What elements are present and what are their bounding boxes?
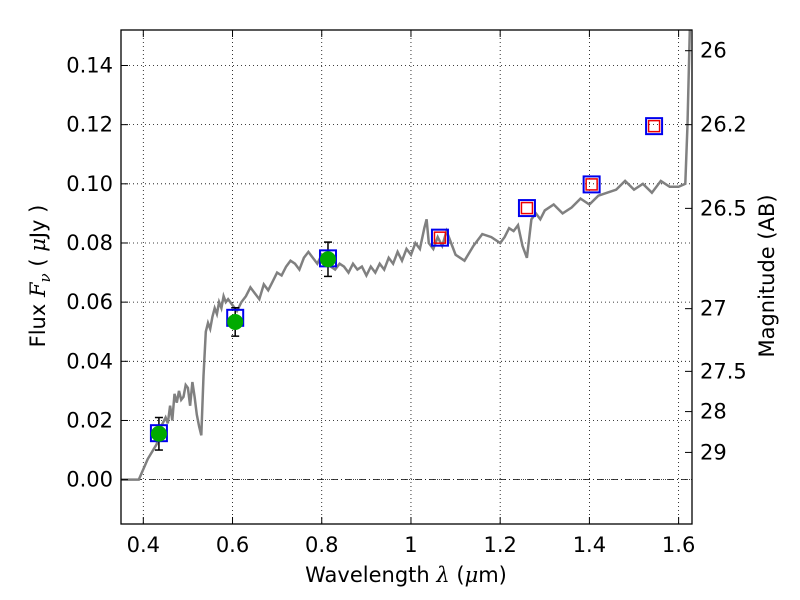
observed-point-marker	[150, 425, 167, 442]
observed-point-marker	[227, 313, 244, 330]
x-tick-label: 0.6	[216, 533, 249, 557]
grid-lines	[121, 30, 692, 524]
y-tick-label: 0.02	[66, 408, 113, 432]
y-tick-label: 0.10	[66, 172, 113, 196]
axis-ticks: 0.4 0.6 0.8 1 1.2 1.4 1.6 0.00 0.02 0.04 0.06 0.08 0…	[66, 30, 747, 557]
model-square-marker	[645, 117, 664, 136]
model-square-marker	[517, 199, 536, 218]
x-tick-label: 1.2	[483, 533, 516, 557]
plot-frame	[120, 29, 693, 525]
y2-tick-label: 26.2	[700, 113, 747, 137]
y-tick-label: 0.06	[66, 290, 113, 314]
y-tick-label: 0.14	[66, 53, 113, 77]
upper-square-marker	[520, 201, 534, 215]
model-square-marker	[430, 228, 449, 247]
y2-tick-label: 27	[700, 297, 727, 321]
x-axis-label: Wavelength λ (μm)	[305, 563, 507, 587]
x-tick-label: 0.8	[305, 533, 338, 557]
y2-tick-label: 29	[700, 440, 727, 464]
y2-tick-label: 26.5	[700, 196, 747, 220]
y2-axis-label: Magnitude (AB)	[755, 194, 779, 357]
y-tick-label: 0.04	[66, 349, 113, 373]
x-tick-label: 0.4	[127, 533, 160, 557]
y-axis-label: Flux Fν ( μJy )	[26, 205, 54, 348]
y-tick-label: 0.00	[66, 468, 113, 492]
upper-square-marker	[585, 178, 598, 191]
x-tick-label: 1.4	[573, 533, 606, 557]
x-tick-label: 1.6	[662, 533, 695, 557]
upper-square-marker	[647, 119, 661, 133]
x-tick-label: 1	[404, 533, 417, 557]
markers	[149, 117, 664, 451]
y-tick-label: 0.12	[66, 113, 113, 137]
y2-tick-label: 28	[700, 400, 727, 424]
observed-point-marker	[319, 251, 336, 268]
upper-square-marker	[433, 231, 447, 244]
y2-tick-label: 26	[700, 39, 727, 63]
model-square-marker	[582, 175, 601, 194]
y-tick-label: 0.08	[66, 231, 113, 255]
spectrum-line	[121, 30, 692, 481]
spectrum-series	[121, 30, 692, 481]
y2-tick-label: 27.5	[700, 359, 747, 383]
